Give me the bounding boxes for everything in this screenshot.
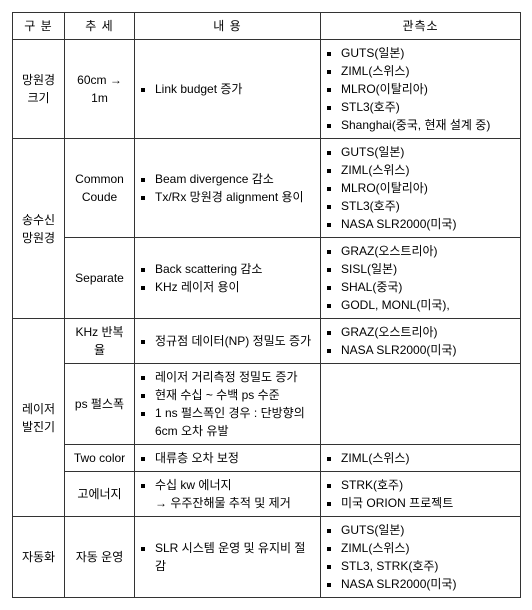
observatory-item: ZIML(스위스) bbox=[341, 161, 514, 179]
observatory-item: STL3, STRK(호주) bbox=[341, 557, 514, 575]
content-item: 레이저 거리측정 정밀도 증가 bbox=[155, 368, 314, 386]
observatory-cell: GRAZ(오스트리아)SISL(일본)SHAL(중국)GODL, MONL(미국… bbox=[321, 238, 521, 319]
content-cell: SLR 시스템 운영 및 유지비 절감 bbox=[135, 517, 321, 598]
table-row: 망원경크기60cm → 1m Link budget 증가 GUTS(일본)ZIML… bbox=[13, 40, 521, 139]
observatory-cell: ZIML(스위스) bbox=[321, 445, 521, 472]
trend-cell: 고에너지 bbox=[65, 472, 135, 517]
observatory-item: GUTS(일본) bbox=[341, 44, 514, 62]
table-row: 송수신망원경CommonCoudeBeam divergence 감소Tx/Rx… bbox=[13, 139, 521, 238]
trend-cell: KHz 반복율 bbox=[65, 319, 135, 364]
content-item: KHz 레이저 용이 bbox=[155, 278, 314, 296]
observatory-item: GUTS(일본) bbox=[341, 143, 514, 161]
table-row: 고에너지수십 kw 에너지→ 우주잔해물 추적 및 제거STRK(호주)미국 O… bbox=[13, 472, 521, 517]
category-cell: 망원경크기 bbox=[13, 40, 65, 139]
header-observatory: 관측소 bbox=[321, 13, 521, 40]
table-row: ps 펄스폭레이저 거리측정 정밀도 증가현재 수십 ~ 수백 ps 수준1 n… bbox=[13, 364, 521, 445]
observatory-item: MLRO(이탈리아) bbox=[341, 80, 514, 98]
content-item: Link budget 증가 bbox=[155, 80, 314, 98]
content-item: 1 ns 펄스폭인 경우 : 단방향의 6cm 오차 유발 bbox=[155, 404, 314, 440]
table-row: 자동화자동 운영SLR 시스템 운영 및 유지비 절감GUTS(일본)ZIML(… bbox=[13, 517, 521, 598]
content-cell: Back scattering 감소KHz 레이저 용이 bbox=[135, 238, 321, 319]
trend-cell: CommonCoude bbox=[65, 139, 135, 238]
content-item: Back scattering 감소 bbox=[155, 260, 314, 278]
header-content: 내 용 bbox=[135, 13, 321, 40]
content-item: Beam divergence 감소 bbox=[155, 170, 314, 188]
content-item: 정규점 데이터(NP) 정밀도 증가 bbox=[155, 332, 314, 350]
observatory-item: ZIML(스위스) bbox=[341, 62, 514, 80]
content-cell: 대류층 오차 보정 bbox=[135, 445, 321, 472]
content-item: 대류층 오차 보정 bbox=[155, 449, 314, 467]
header-trend: 추 세 bbox=[65, 13, 135, 40]
observatory-item: STL3(호주) bbox=[341, 98, 514, 116]
observatory-item: NASA SLR2000(미국) bbox=[341, 575, 514, 593]
observatory-item: SHAL(중국) bbox=[341, 278, 514, 296]
observatory-cell: GUTS(일본)ZIML(스위스)MLRO(이탈리아)STL3(호주)NASA … bbox=[321, 139, 521, 238]
spec-table: 구 분 추 세 내 용 관측소 망원경크기60cm → 1m Link budge… bbox=[12, 12, 521, 598]
content-cell: 정규점 데이터(NP) 정밀도 증가 bbox=[135, 319, 321, 364]
content-item: 수십 kw 에너지→ 우주잔해물 추적 및 제거 bbox=[155, 476, 314, 512]
category-cell: 자동화 bbox=[13, 517, 65, 598]
content-item: Tx/Rx 망원경 alignment 용이 bbox=[155, 188, 314, 206]
observatory-item: MLRO(이탈리아) bbox=[341, 179, 514, 197]
header-category: 구 분 bbox=[13, 13, 65, 40]
observatory-cell: STRK(호주)미국 ORION 프로젝트 bbox=[321, 472, 521, 517]
table-row: 레이저발진기KHz 반복율정규점 데이터(NP) 정밀도 증가GRAZ(오스트리… bbox=[13, 319, 521, 364]
observatory-item: GRAZ(오스트리아) bbox=[341, 323, 514, 341]
observatory-item: Shanghai(중국, 현재 설계 중) bbox=[341, 116, 514, 134]
observatory-cell: GUTS(일본)ZIML(스위스)STL3, STRK(호주)NASA SLR2… bbox=[321, 517, 521, 598]
observatory-item: ZIML(스위스) bbox=[341, 539, 514, 557]
content-item: SLR 시스템 운영 및 유지비 절감 bbox=[155, 539, 314, 575]
observatory-cell bbox=[321, 364, 521, 445]
trend-cell: 60cm → 1m bbox=[65, 40, 135, 139]
observatory-item: NASA SLR2000(미국) bbox=[341, 215, 514, 233]
trend-cell: Separate bbox=[65, 238, 135, 319]
content-cell: Beam divergence 감소Tx/Rx 망원경 alignment 용이 bbox=[135, 139, 321, 238]
category-cell: 레이저발진기 bbox=[13, 319, 65, 517]
content-cell: 수십 kw 에너지→ 우주잔해물 추적 및 제거 bbox=[135, 472, 321, 517]
observatory-item: GODL, MONL(미국), bbox=[341, 296, 514, 314]
observatory-item: GRAZ(오스트리아) bbox=[341, 242, 514, 260]
trend-cell: ps 펄스폭 bbox=[65, 364, 135, 445]
observatory-item: ZIML(스위스) bbox=[341, 449, 514, 467]
table-row: SeparateBack scattering 감소KHz 레이저 용이GRAZ… bbox=[13, 238, 521, 319]
content-item: 현재 수십 ~ 수백 ps 수준 bbox=[155, 386, 314, 404]
observatory-item: GUTS(일본) bbox=[341, 521, 514, 539]
observatory-item: 미국 ORION 프로젝트 bbox=[341, 494, 514, 512]
content-cell: 레이저 거리측정 정밀도 증가현재 수십 ~ 수백 ps 수준1 ns 펄스폭인… bbox=[135, 364, 321, 445]
trend-cell: Two color bbox=[65, 445, 135, 472]
table-row: Two color 대류층 오차 보정 ZIML(스위스) bbox=[13, 445, 521, 472]
observatory-cell: GRAZ(오스트리아)NASA SLR2000(미국) bbox=[321, 319, 521, 364]
content-cell: Link budget 증가 bbox=[135, 40, 321, 139]
observatory-item: STRK(호주) bbox=[341, 476, 514, 494]
observatory-item: STL3(호주) bbox=[341, 197, 514, 215]
observatory-item: NASA SLR2000(미국) bbox=[341, 341, 514, 359]
observatory-item: SISL(일본) bbox=[341, 260, 514, 278]
category-cell: 송수신망원경 bbox=[13, 139, 65, 319]
observatory-cell: GUTS(일본)ZIML(스위스)MLRO(이탈리아)STL3(호주)Shang… bbox=[321, 40, 521, 139]
trend-cell: 자동 운영 bbox=[65, 517, 135, 598]
header-row: 구 분 추 세 내 용 관측소 bbox=[13, 13, 521, 40]
